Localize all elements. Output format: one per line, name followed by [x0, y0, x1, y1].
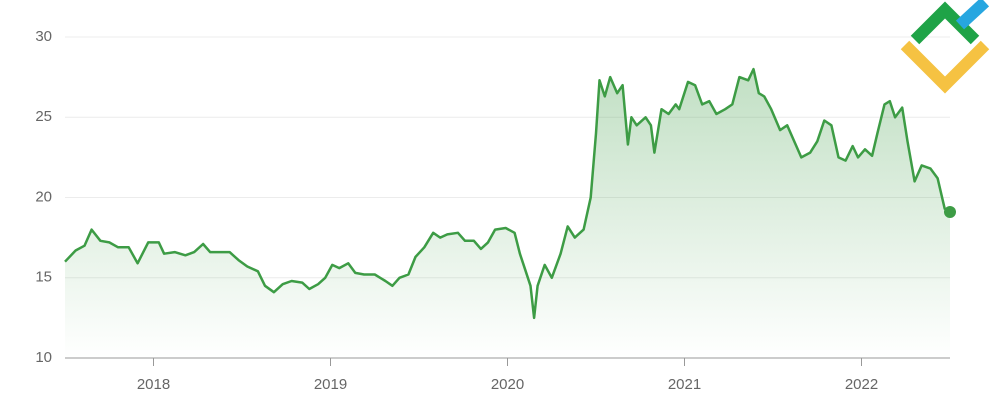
x-tick-label: 2021 — [668, 376, 701, 393]
end-dot — [944, 205, 956, 218]
y-tick-label: 10 — [35, 349, 52, 366]
area-fill — [65, 69, 950, 358]
logo — [900, 0, 990, 94]
x-tick-label: 2022 — [845, 376, 878, 393]
price-line — [64, 67, 951, 320]
y-tick-label: 15 — [35, 269, 52, 286]
x-tick-label: 2018 — [137, 376, 170, 393]
y-tick-label: 20 — [35, 188, 52, 205]
x-tick-label: 2020 — [491, 376, 524, 393]
y-tick-label: 30 — [35, 28, 52, 45]
x-tick-label: 2019 — [314, 376, 347, 393]
y-tick-label: 25 — [35, 108, 52, 125]
